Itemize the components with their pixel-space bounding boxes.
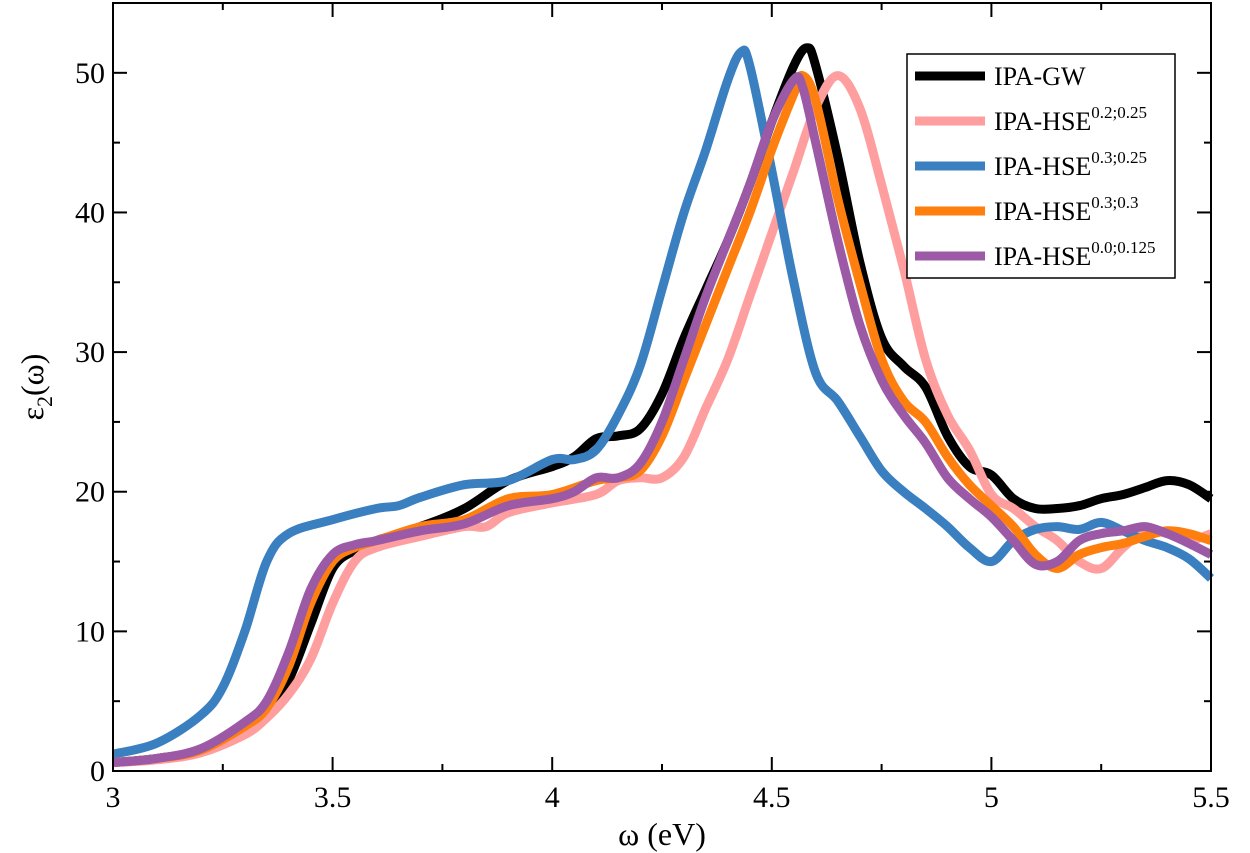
legend-label-sup: 0.3;0.3 — [1091, 193, 1138, 212]
x-tick-label: 5 — [984, 781, 999, 814]
legend: IPA-GWIPA-HSE0.2;0.25IPA-HSE0.3;0.25IPA-… — [906, 53, 1176, 279]
series-line-4 — [112, 72, 1214, 768]
y-axis-title-tail: (ω) — [14, 354, 50, 396]
x-tick-label: 5.5 — [1192, 781, 1230, 814]
x-tick-label: 3 — [106, 781, 121, 814]
y-tick-label: 10 — [75, 615, 105, 648]
y-tick-label: 30 — [75, 336, 105, 369]
legend-label: IPA-HSE0.2;0.25 — [994, 103, 1147, 136]
series-line-2 — [111, 45, 1215, 759]
x-tick-label: 4 — [545, 781, 560, 814]
ticks-group: 3 3.5 4 4.5 5 5.5 0 10 20 30 40 50 — [75, 3, 1230, 814]
legend-label-base: IPA-HSE — [994, 107, 1091, 136]
legend-label: IPA-GW — [994, 62, 1086, 91]
y-tick-label: 50 — [75, 57, 105, 90]
x-tick-label: 4.5 — [753, 781, 791, 814]
legend-label-base: IPA-HSE — [994, 197, 1091, 226]
legend-label-base: IPA-HSE — [994, 152, 1091, 181]
x-axis-title: ω (eV) — [618, 816, 706, 852]
series-line-1 — [112, 71, 1213, 768]
y-tick-label: 40 — [75, 196, 105, 229]
legend-label-base: IPA-GW — [994, 62, 1086, 91]
y-axis-title-sub: 2 — [32, 396, 57, 407]
legend-label: IPA-HSE0.3;0.3 — [994, 193, 1139, 226]
y-axis-title: ε2(ω) — [14, 354, 57, 421]
y-axis-title-main: ε — [14, 407, 50, 420]
series-group — [111, 43, 1215, 768]
legend-label: IPA-HSE0.3;0.25 — [994, 148, 1147, 181]
legend-label-sup: 0.2;0.25 — [1091, 103, 1147, 122]
y-tick-label: 0 — [90, 755, 105, 788]
legend-label: IPA-HSE0.0;0.125 — [994, 238, 1156, 271]
legend-label-base: IPA-HSE — [994, 242, 1091, 271]
legend-label-sup: 0.3;0.25 — [1091, 148, 1147, 167]
y-tick-label: 20 — [75, 476, 105, 509]
x-tick-label: 3.5 — [314, 781, 352, 814]
legend-label-sup: 0.0;0.125 — [1091, 238, 1155, 257]
